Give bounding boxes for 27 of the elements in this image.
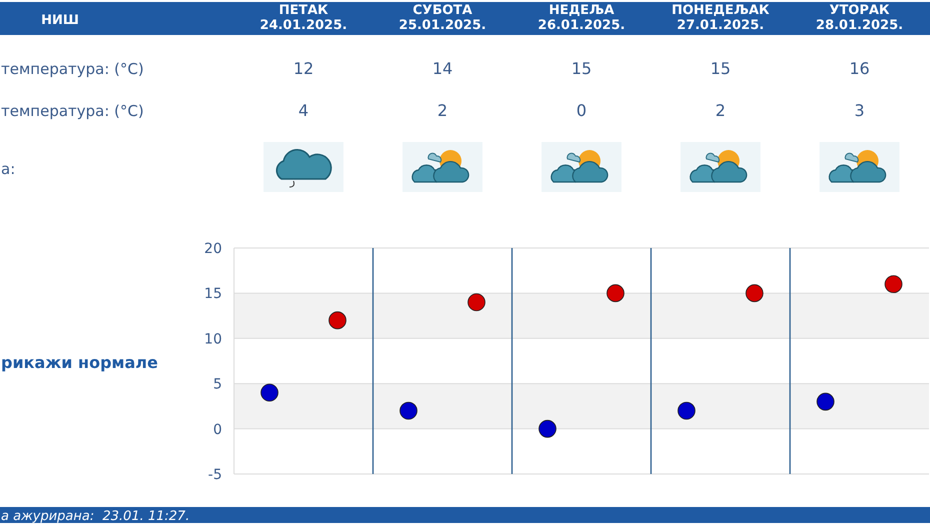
y-tick-label: 10	[204, 331, 222, 348]
text: температура: (°C)	[1, 60, 144, 78]
text: температура: (°C)	[1, 102, 144, 120]
data-label: 2	[437, 101, 448, 120]
data-label: 15	[571, 59, 592, 78]
text: УТОРАК 28.01.2025.	[814, 3, 904, 33]
data-label: 14	[432, 59, 453, 78]
text: а ажурирана: 23.01. 11:27.	[1, 509, 190, 524]
data-label: 16	[849, 59, 870, 78]
text: ПОНЕДЕЉАК 27.01.2025.	[670, 3, 770, 33]
text: НИШ	[41, 13, 79, 28]
y-tick-label: 0	[213, 422, 222, 438]
y-tick-label: -5	[208, 467, 222, 483]
y-tick-label: 5	[213, 376, 222, 393]
data-label: 3	[854, 101, 865, 120]
text: СУБОТА 25.01.2025.	[398, 3, 488, 33]
text: рикажи нормале	[1, 353, 158, 372]
data-label: 0	[576, 101, 587, 120]
data-label: 12	[293, 59, 314, 78]
y-tick-label: 20	[204, 241, 222, 257]
y-tick-label: 15	[204, 286, 222, 302]
text: НЕДЕЉА 26.01.2025.	[536, 3, 626, 33]
data-label: 4	[298, 101, 309, 120]
data-label: 2	[715, 101, 726, 120]
text: ПЕТАК 24.01.2025.	[258, 3, 348, 33]
data-label: 15	[710, 59, 731, 78]
text: а:	[1, 160, 16, 178]
